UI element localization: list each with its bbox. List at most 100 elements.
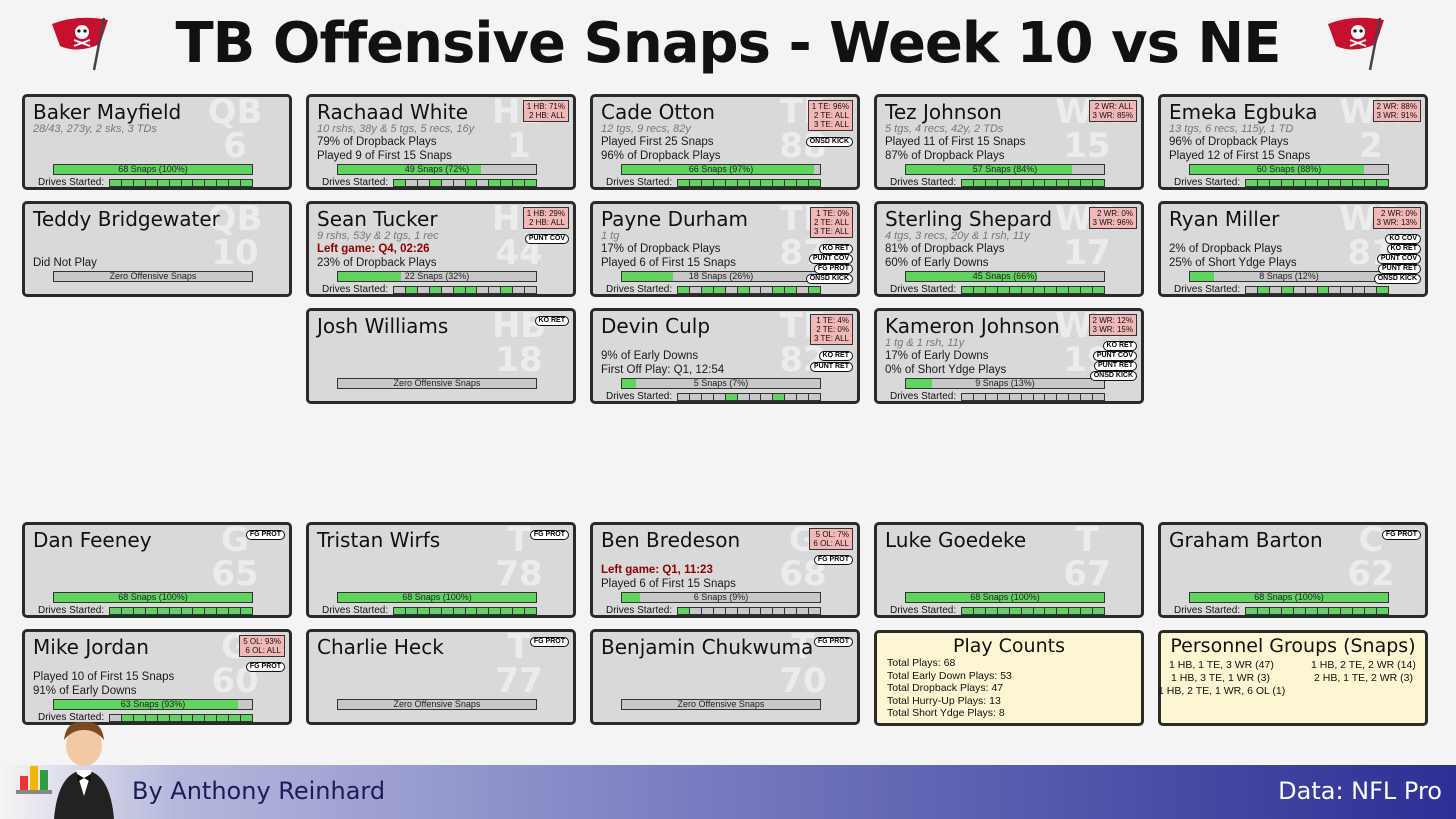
snap-count: 8 Snaps (12%) <box>1259 271 1319 281</box>
jersey-number: 65 <box>211 554 259 594</box>
special-teams-badge: PUNT COV <box>808 254 853 264</box>
player-card[interactable]: G 68 Ben Bredeson Left game: Q1, 11:23 Playe… <box>590 522 860 618</box>
drive-cell <box>1057 287 1070 293</box>
buccaneers-flag-icon <box>52 17 108 71</box>
drive-cell <box>513 180 526 186</box>
snap-bar: 6 Snaps (9%) <box>621 592 821 603</box>
personnel-share: 2 WR: ALL <box>1094 102 1133 111</box>
personnel-share-box: 5 OL: 7% 6 OL: ALL <box>809 528 853 550</box>
player-name: Mike Jordan <box>33 635 149 659</box>
snap-count: 57 Snaps (84%) <box>972 164 1038 174</box>
player-card[interactable]: QB 6 Baker Mayfield 28/43, 273y, 2 sks, 3 T… <box>22 94 292 190</box>
drive-cell <box>477 287 490 293</box>
player-name: Benjamin Chukwuma <box>601 635 814 659</box>
drives-started-label: Drives Started: <box>322 177 389 188</box>
drives-started-label: Drives Started: <box>606 605 673 616</box>
buccaneers-flag-icon <box>1328 17 1384 71</box>
special-teams-badge: ONSD KICK <box>1089 371 1137 381</box>
player-card[interactable]: WR 81 Ryan Miller 2% of Dropback Plays 25% o… <box>1158 201 1428 297</box>
player-card[interactable]: G 65 Dan Feeney 68 Snaps (100%) Drives Start… <box>22 522 292 618</box>
drives-started-label: Drives Started: <box>1174 605 1241 616</box>
drive-cell <box>477 180 490 186</box>
drive-cell <box>773 180 786 186</box>
drive-cell <box>962 394 974 400</box>
drive-cell <box>193 608 206 614</box>
drives-started-strip <box>677 607 821 615</box>
drive-cell <box>1021 287 1034 293</box>
player-card[interactable]: WR 17 Sterling Shepard 4 tgs, 3 recs, 20y &… <box>874 201 1144 297</box>
player-card[interactable]: T 67 Luke Goedeke 68 Snaps (100%) Drives Sta… <box>874 522 1144 618</box>
jersey-number: 10 <box>211 233 259 273</box>
jersey-number: 77 <box>495 661 543 701</box>
usage-note: Played 10 of First 15 Snaps <box>33 671 175 683</box>
player-card[interactable]: WR 2 Emeka Egbuka 13 tgs, 6 recs, 115y, 1 T… <box>1158 94 1428 190</box>
drive-cell <box>985 287 998 293</box>
author-credit: By Anthony Reinhard <box>132 777 386 805</box>
player-card[interactable]: TE 82 Devin Culp 9% of Early Downs First Off… <box>590 308 860 404</box>
drive-cell <box>394 608 406 614</box>
player-card[interactable]: QB 10 Teddy Bridgewater Did Not Play Zero Of… <box>22 201 292 297</box>
drive-cell <box>749 608 762 614</box>
player-name: Dan Feeney <box>33 528 152 552</box>
personnel-share-box: 5 OL: 93% 6 OL: ALL <box>239 635 285 657</box>
zero-snaps-label: Zero Offensive Snaps <box>677 699 765 709</box>
drive-cell <box>121 715 134 721</box>
player-card[interactable]: TE 88 Cade Otton 12 tgs, 9 recs, 82y Played … <box>590 94 860 190</box>
drive-cell <box>110 608 122 614</box>
drive-cell <box>229 608 242 614</box>
player-card[interactable]: T 78 Tristan Wirfs 68 Snaps (100%) Drives St… <box>306 522 576 618</box>
personnel-share: 2 HB: ALL <box>528 111 565 120</box>
player-card[interactable]: TE 87 Payne Durham 1 tg 17% of Dropback Play… <box>590 201 860 297</box>
personnel-share: 3 TE: ALL <box>814 227 849 236</box>
player-card[interactable]: T 70 Benjamin Chukwuma Zero Offensive Snaps… <box>590 629 860 725</box>
jersey-number: 1 <box>507 126 531 166</box>
drive-cell <box>1033 287 1046 293</box>
player-card[interactable]: WR 19 Kameron Johnson 1 tg & 1 rsh, 11y 17% … <box>874 308 1144 404</box>
snap-count: 68 Snaps (100%) <box>970 592 1040 602</box>
drive-cell <box>477 608 490 614</box>
stat-line: 9 rshs, 53y & 2 tgs, 1 rec <box>317 230 439 242</box>
player-card[interactable]: G 60 Mike Jordan Played 10 of First 15 Snap… <box>22 629 292 725</box>
drive-cell <box>1257 180 1270 186</box>
jersey-number: 2 <box>1359 126 1383 166</box>
drive-cell <box>441 180 454 186</box>
drive-cell <box>1021 608 1034 614</box>
player-card[interactable]: T 77 Charlie Heck Zero Offensive Snaps FG PR… <box>306 629 576 725</box>
player-name: Tez Johnson <box>885 100 1002 124</box>
personnel-share: 2 WR: 88% <box>1376 102 1417 111</box>
snap-bar-fill <box>622 272 674 281</box>
drive-cell <box>1329 180 1342 186</box>
player-card[interactable]: HB 18 Josh Williams Zero Offensive Snaps KO … <box>306 308 576 404</box>
drive-cell <box>1093 608 1105 614</box>
drive-cell <box>1317 287 1330 293</box>
player-card[interactable]: HB 44 Sean Tucker 9 rshs, 53y & 2 tgs, 1 re… <box>306 201 576 297</box>
special-teams-badge: FG PROT <box>813 555 853 565</box>
snap-bar: Zero Offensive Snaps <box>621 699 821 710</box>
player-card[interactable]: WR 15 Tez Johnson 5 tgs, 4 recs, 42y, 2 TDs… <box>874 94 1144 190</box>
position-label: HB <box>491 308 547 346</box>
drive-cell <box>465 608 478 614</box>
drives-started-label: Drives Started: <box>38 712 105 723</box>
usage-note: 25% of Short Ydge Plays <box>1169 257 1297 269</box>
personnel-share-box: 1 HB: 71% 2 HB: ALL <box>522 100 569 122</box>
drive-cell <box>1069 394 1082 400</box>
footer-bar: By Anthony Reinhard Data: NFL Pro <box>0 765 1456 819</box>
drive-cell <box>501 180 514 186</box>
play-count-row: Total Dropback Plays: 47 <box>887 682 1004 694</box>
drive-cell <box>1033 180 1046 186</box>
player-card[interactable]: C 62 Graham Barton 68 Snaps (100%) Drives St… <box>1158 522 1428 618</box>
drive-cell <box>1033 608 1046 614</box>
drive-cell <box>241 608 253 614</box>
drive-cell <box>1021 394 1034 400</box>
drive-cell <box>1293 287 1306 293</box>
personnel-share: 2 WR: 0% <box>1380 209 1417 218</box>
drive-cell <box>429 287 442 293</box>
special-teams-badge: FG PROT <box>529 530 569 540</box>
drive-cell <box>737 287 750 293</box>
player-card[interactable]: HB 1 Rachaad White 10 rshs, 38y & 5 tgs, 5 … <box>306 94 576 190</box>
personnel-share-box: 1 HB: 29% 2 HB: ALL <box>522 207 569 229</box>
snap-bar: Zero Offensive Snaps <box>337 699 537 710</box>
position-label: G <box>221 522 249 560</box>
drive-cell <box>489 287 502 293</box>
drive-cell <box>205 715 218 721</box>
